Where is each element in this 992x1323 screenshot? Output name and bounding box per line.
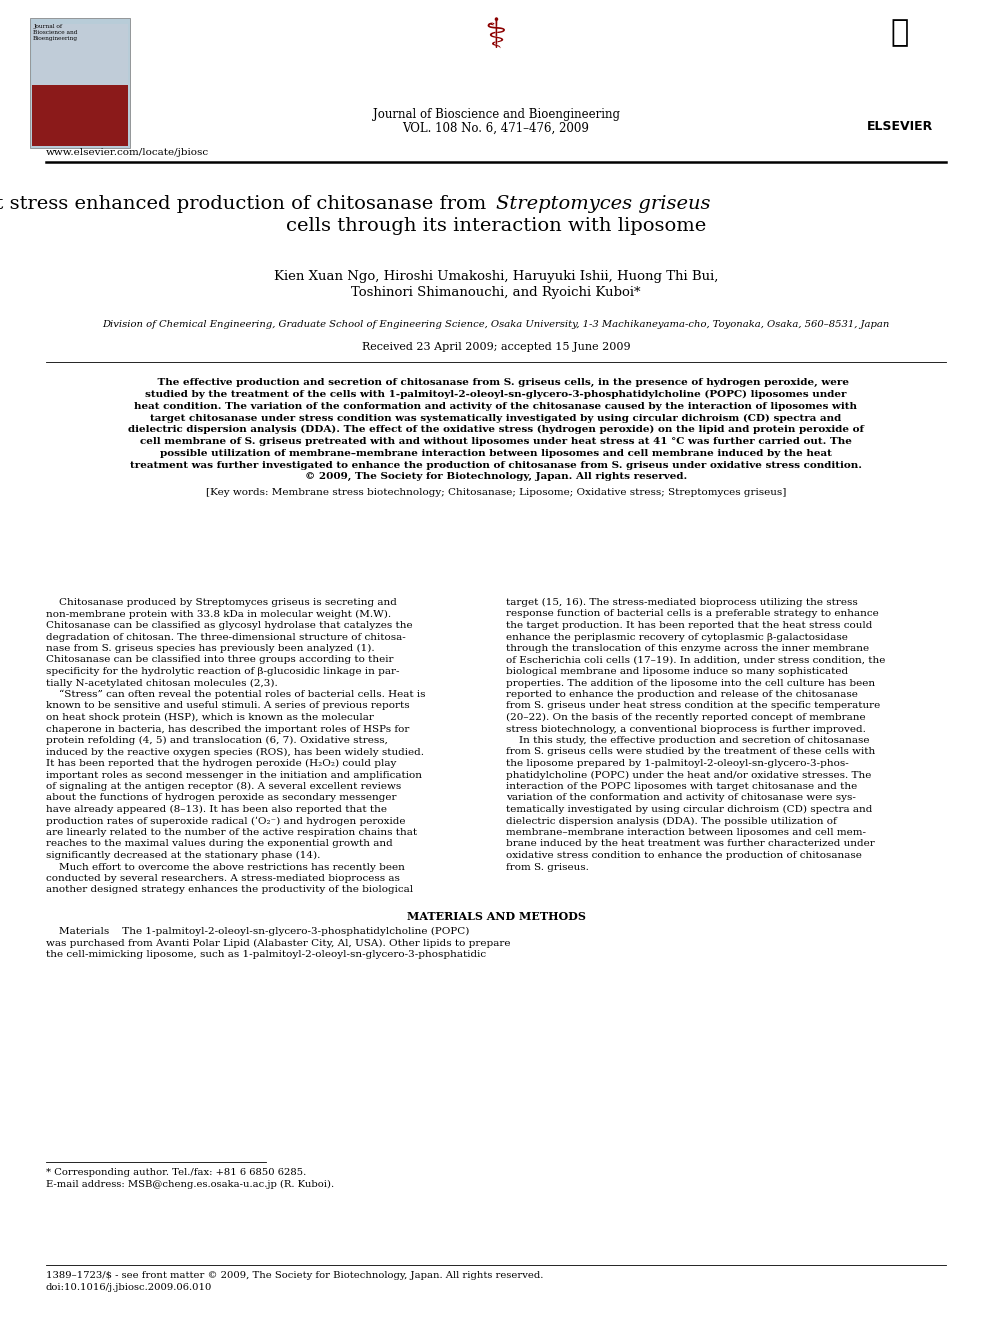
Text: from S. griseus under heat stress condition at the specific temperature: from S. griseus under heat stress condit… (506, 701, 880, 710)
Bar (30, 19, 130, 148)
Text: reported to enhance the production and release of the chitosanase: reported to enhance the production and r… (506, 691, 858, 699)
Text: doi:10.1016/j.jbiosc.2009.06.010: doi:10.1016/j.jbiosc.2009.06.010 (46, 1283, 212, 1293)
Text: tematically investigated by using circular dichroism (CD) spectra and: tematically investigated by using circul… (506, 804, 872, 814)
Text: cell membrane of S. griseus pretreated with and without liposomes under heat str: cell membrane of S. griseus pretreated w… (140, 437, 852, 446)
Text: heat condition. The variation of the conformation and activity of the chitosanas: heat condition. The variation of the con… (135, 402, 857, 410)
Text: the target production. It has been reported that the heat stress could: the target production. It has been repor… (506, 620, 872, 630)
Text: production rates of superoxide radical (ʹO₂⁻) and hydrogen peroxide: production rates of superoxide radical (… (46, 816, 406, 826)
Text: “Stress” can often reveal the potential roles of bacterial cells. Heat is: “Stress” can often reveal the potential … (46, 691, 426, 700)
Text: the cell-mimicking liposome, such as 1-palmitoyl-2-oleoyl-sn-glycero-3-phosphati: the cell-mimicking liposome, such as 1-p… (46, 950, 486, 959)
Text: Chitosanase can be classified as glycosyl hydrolase that catalyzes the: Chitosanase can be classified as glycosy… (46, 620, 413, 630)
Text: In this study, the effective production and secretion of chitosanase: In this study, the effective production … (506, 736, 870, 745)
Text: specificity for the hydrolytic reaction of β-glucosidic linkage in par-: specificity for the hydrolytic reaction … (46, 667, 400, 676)
Text: important roles as second messenger in the initiation and amplification: important roles as second messenger in t… (46, 770, 422, 779)
Text: Streptomyces griseus: Streptomyces griseus (496, 194, 710, 213)
Text: chaperone in bacteria, has described the important roles of HSPs for: chaperone in bacteria, has described the… (46, 725, 410, 733)
Text: [Key words: Membrane stress biotechnology; Chitosanase; Liposome; Oxidative stre: [Key words: Membrane stress biotechnolog… (205, 488, 787, 497)
Text: * Corresponding author. Tel./fax: +81 6 6850 6285.: * Corresponding author. Tel./fax: +81 6 … (46, 1168, 307, 1177)
Text: oxidative stress condition to enhance the production of chitosanase: oxidative stress condition to enhance th… (506, 851, 862, 860)
Text: Oxidative/heat stress enhanced production of chitosanase from: Oxidative/heat stress enhanced productio… (0, 194, 496, 213)
Text: Chitosanase can be classified into three groups according to their: Chitosanase can be classified into three… (46, 655, 394, 664)
Text: reaches to the maximal values during the exponential growth and: reaches to the maximal values during the… (46, 840, 393, 848)
Bar (32, 24, 128, 85)
Text: treatment was further investigated to enhance the production of chitosanase from: treatment was further investigated to en… (130, 460, 862, 470)
Text: VOL. 108 No. 6, 471–476, 2009: VOL. 108 No. 6, 471–476, 2009 (403, 122, 589, 135)
Text: ⚕: ⚕ (485, 15, 507, 57)
Text: (20–22). On the basis of the recently reported concept of membrane: (20–22). On the basis of the recently re… (506, 713, 866, 722)
Text: Journal of
Bioscience and
Bioengineering: Journal of Bioscience and Bioengineering (33, 24, 78, 41)
Text: of signaling at the antigen receptor (8). A several excellent reviews: of signaling at the antigen receptor (8)… (46, 782, 401, 791)
Text: membrane–membrane interaction between liposomes and cell mem-: membrane–membrane interaction between li… (506, 828, 866, 837)
Text: brane induced by the heat treatment was further characterized under: brane induced by the heat treatment was … (506, 840, 875, 848)
Text: on heat shock protein (HSP), which is known as the molecular: on heat shock protein (HSP), which is kn… (46, 713, 374, 722)
Text: biological membrane and liposome induce so many sophisticated: biological membrane and liposome induce … (506, 667, 848, 676)
Text: the liposome prepared by 1-palmitoyl-2-oleoyl-sn-glycero-3-phos-: the liposome prepared by 1-palmitoyl-2-o… (506, 759, 849, 767)
Text: The effective production and secretion of chitosanase from S. griseus cells, in : The effective production and secretion o… (143, 378, 849, 388)
Text: Much effort to overcome the above restrictions has recently been: Much effort to overcome the above restri… (46, 863, 405, 872)
Text: about the functions of hydrogen peroxide as secondary messenger: about the functions of hydrogen peroxide… (46, 794, 397, 803)
Text: dielectric dispersion analysis (DDA). The effect of the oxidative stress (hydrog: dielectric dispersion analysis (DDA). Th… (128, 425, 864, 434)
Text: Chitosanase produced by Streptomyces griseus is secreting and: Chitosanase produced by Streptomyces gri… (46, 598, 397, 607)
Text: conducted by several researchers. A stress-mediated bioprocess as: conducted by several researchers. A stre… (46, 875, 400, 882)
Text: through the translocation of this enzyme across the inner membrane: through the translocation of this enzyme… (506, 644, 869, 654)
Text: E-mail address: MSB@cheng.es.osaka-u.ac.jp (R. Kuboi).: E-mail address: MSB@cheng.es.osaka-u.ac.… (46, 1180, 334, 1189)
Text: It has been reported that the hydrogen peroxide (H₂O₂) could play: It has been reported that the hydrogen p… (46, 759, 397, 769)
Text: phatidylcholine (POPC) under the heat and/or oxidative stresses. The: phatidylcholine (POPC) under the heat an… (506, 770, 871, 779)
Text: MATERIALS AND METHODS: MATERIALS AND METHODS (407, 912, 585, 922)
Text: have already appeared (8–13). It has been also reported that the: have already appeared (8–13). It has bee… (46, 804, 387, 814)
Text: from S. griseus cells were studied by the treatment of these cells with: from S. griseus cells were studied by th… (506, 747, 875, 757)
Text: degradation of chitosan. The three-dimensional structure of chitosa-: degradation of chitosan. The three-dimen… (46, 632, 406, 642)
Text: from S. griseus.: from S. griseus. (506, 863, 589, 872)
Text: significantly decreased at the stationary phase (14).: significantly decreased at the stationar… (46, 851, 320, 860)
Text: protein refolding (4, 5) and translocation (6, 7). Oxidative stress,: protein refolding (4, 5) and translocati… (46, 736, 388, 745)
Text: stress biotechnology, a conventional bioprocess is further improved.: stress biotechnology, a conventional bio… (506, 725, 866, 733)
Text: was purchased from Avanti Polar Lipid (Alabaster City, Al, USA). Other lipids to: was purchased from Avanti Polar Lipid (A… (46, 938, 511, 947)
Text: variation of the conformation and activity of chitosanase were sys-: variation of the conformation and activi… (506, 794, 856, 803)
Text: target (15, 16). The stress-mediated bioprocess utilizing the stress: target (15, 16). The stress-mediated bio… (506, 598, 858, 607)
Text: www.elsevier.com/locate/jbiosc: www.elsevier.com/locate/jbiosc (46, 148, 209, 157)
Text: 🌳: 🌳 (891, 19, 909, 48)
Text: nase from S. griseus species has previously been analyzed (1).: nase from S. griseus species has previou… (46, 644, 375, 654)
Text: 1389–1723/$ - see front matter © 2009, The Society for Biotechnology, Japan. All: 1389–1723/$ - see front matter © 2009, T… (46, 1271, 544, 1279)
Text: properties. The addition of the liposome into the cell culture has been: properties. The addition of the liposome… (506, 679, 875, 688)
Text: tially N-acetylated chitosan molecules (2,3).: tially N-acetylated chitosan molecules (… (46, 679, 278, 688)
Text: Division of Chemical Engineering, Graduate School of Engineering Science, Osaka : Division of Chemical Engineering, Gradua… (102, 320, 890, 329)
Text: of Escherichia coli cells (17–19). In addition, under stress condition, the: of Escherichia coli cells (17–19). In ad… (506, 655, 886, 664)
Text: ELSEVIER: ELSEVIER (867, 120, 933, 134)
Text: © 2009, The Society for Biotechnology, Japan. All rights reserved.: © 2009, The Society for Biotechnology, J… (305, 472, 687, 482)
Text: Toshinori Shimanouchi, and Ryoichi Kuboi*: Toshinori Shimanouchi, and Ryoichi Kuboi… (351, 286, 641, 299)
Text: dielectric dispersion analysis (DDA). The possible utilization of: dielectric dispersion analysis (DDA). Th… (506, 816, 836, 826)
Text: enhance the periplasmic recovery of cytoplasmic β-galactosidase: enhance the periplasmic recovery of cyto… (506, 632, 848, 642)
Text: interaction of the POPC liposomes with target chitosanase and the: interaction of the POPC liposomes with t… (506, 782, 857, 791)
Bar (32, 81, 128, 146)
Text: Journal of Bioscience and Bioengineering: Journal of Bioscience and Bioengineering (373, 108, 619, 120)
Text: Received 23 April 2009; accepted 15 June 2009: Received 23 April 2009; accepted 15 June… (362, 343, 630, 352)
Text: another designed strategy enhances the productivity of the biological: another designed strategy enhances the p… (46, 885, 413, 894)
Text: target chitosanase under stress condition was systematically investigated by usi: target chitosanase under stress conditio… (151, 413, 841, 422)
Text: are linearly related to the number of the active respiration chains that: are linearly related to the number of th… (46, 828, 417, 837)
Text: possible utilization of membrane–membrane interaction between liposomes and cell: possible utilization of membrane–membran… (160, 448, 832, 458)
Text: Materials    The 1-palmitoyl-2-oleoyl-sn-glycero-3-phosphatidylcholine (POPC): Materials The 1-palmitoyl-2-oleoyl-sn-gl… (46, 927, 469, 937)
Text: induced by the reactive oxygen species (ROS), has been widely studied.: induced by the reactive oxygen species (… (46, 747, 424, 757)
Text: response function of bacterial cells is a preferable strategy to enhance: response function of bacterial cells is … (506, 610, 879, 618)
Text: studied by the treatment of the cells with 1-palmitoyl-2-oleoyl-sn-glycero-3-pho: studied by the treatment of the cells wi… (145, 390, 847, 400)
Text: known to be sensitive and useful stimuli. A series of previous reports: known to be sensitive and useful stimuli… (46, 701, 410, 710)
Text: Kien Xuan Ngo, Hiroshi Umakoshi, Haruyuki Ishii, Huong Thi Bui,: Kien Xuan Ngo, Hiroshi Umakoshi, Haruyuk… (274, 270, 718, 283)
Text: cells through its interaction with liposome: cells through its interaction with lipos… (286, 217, 706, 235)
Text: non-membrane protein with 33.8 kDa in molecular weight (M.W).: non-membrane protein with 33.8 kDa in mo… (46, 610, 391, 619)
